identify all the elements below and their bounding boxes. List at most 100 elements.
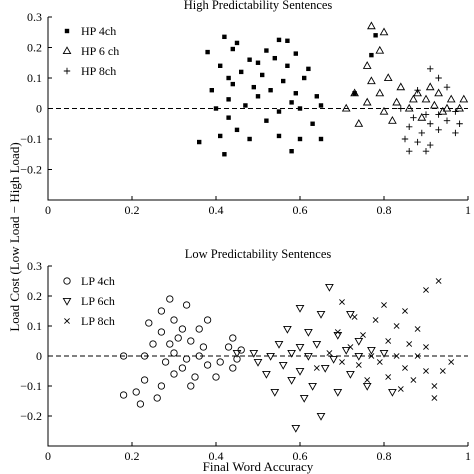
data-point — [318, 103, 324, 108]
data-point — [452, 108, 459, 115]
data-point — [218, 63, 223, 68]
panel-high-predictability: High Predictability Sentences −0.2 −0.1 0 0… — [20, 0, 471, 217]
data-point — [434, 88, 443, 97]
data-point — [262, 370, 271, 379]
data-point — [203, 361, 212, 369]
data-point — [272, 55, 277, 61]
data-point — [226, 75, 231, 81]
data-point — [404, 103, 414, 112]
data-point — [297, 136, 303, 142]
data-point — [224, 343, 233, 351]
data-point — [287, 376, 296, 385]
data-point — [435, 74, 442, 82]
data-point — [153, 394, 161, 402]
x-tick-label: 0.2 — [125, 449, 140, 463]
data-point — [352, 91, 357, 96]
data-point — [249, 349, 259, 358]
data-point — [295, 343, 305, 352]
data-point — [406, 341, 413, 347]
data-point — [423, 287, 429, 293]
data-point — [229, 364, 237, 372]
data-point — [351, 314, 358, 320]
data-point — [278, 361, 288, 370]
data-point — [132, 388, 140, 396]
data-point — [276, 109, 282, 114]
y-tick-label: 0 — [36, 349, 42, 363]
data-point — [230, 81, 235, 87]
y-tick-label: −0.1 — [20, 379, 42, 393]
data-point — [402, 308, 408, 314]
data-point — [354, 352, 364, 361]
data-point — [406, 148, 413, 155]
data-point — [230, 46, 235, 52]
data-point — [443, 117, 451, 124]
data-point — [431, 383, 438, 389]
data-point — [157, 382, 166, 390]
data-point — [448, 359, 455, 365]
data-point — [195, 352, 203, 360]
data-point — [213, 106, 219, 111]
data-point — [191, 373, 199, 381]
y-tick-label: 0 — [36, 102, 42, 116]
legend: LP 4ch LP 6ch LP 8ch — [57, 270, 137, 334]
legend-marker — [62, 297, 72, 306]
data-point — [293, 51, 298, 56]
data-point — [287, 349, 296, 358]
data-point — [410, 377, 417, 383]
data-point — [362, 382, 372, 391]
data-point — [379, 106, 389, 115]
data-point — [308, 382, 317, 391]
x-tick-label: 0.8 — [377, 203, 392, 217]
data-point — [182, 355, 191, 363]
data-point — [229, 334, 237, 342]
data-point — [226, 115, 231, 120]
panel-title: Low Predictability Sentences — [185, 247, 332, 261]
data-point — [381, 302, 387, 308]
x-tick-label: 0.6 — [293, 203, 308, 217]
y-tick-label: 0.1 — [27, 319, 42, 333]
data-point — [195, 325, 203, 333]
data-point — [276, 133, 282, 139]
x-tick-label: 0.4 — [209, 203, 224, 217]
data-point — [243, 103, 248, 108]
data-point — [304, 328, 313, 337]
data-point — [360, 332, 366, 338]
data-point — [270, 388, 280, 397]
data-point — [203, 316, 212, 324]
data-point — [295, 367, 305, 376]
data-point — [260, 72, 265, 78]
x-tick-label: 1 — [465, 449, 471, 463]
data-point — [438, 106, 448, 115]
data-point — [302, 75, 307, 81]
legend: HP 4ch HP 6 ch HP 8ch — [57, 20, 137, 84]
data-point — [427, 120, 434, 127]
data-point — [306, 66, 311, 72]
data-point — [299, 394, 309, 403]
data-point — [119, 391, 128, 399]
data-point — [251, 84, 256, 90]
data-point — [354, 119, 364, 127]
data-point — [346, 310, 355, 319]
data-point — [397, 386, 404, 392]
data-point — [341, 346, 351, 355]
data-point — [266, 352, 275, 361]
data-point — [264, 118, 269, 123]
data-point — [316, 412, 326, 421]
data-point — [313, 365, 320, 371]
y-axis-label: Load Cost (Low Load − High Load) — [7, 142, 22, 331]
data-point — [350, 88, 359, 97]
data-point — [285, 63, 290, 68]
data-point — [285, 38, 290, 43]
data-point — [253, 358, 263, 367]
data-point — [205, 49, 210, 55]
x-tick-label: 1 — [465, 203, 471, 217]
data-point — [379, 349, 389, 358]
data-point — [170, 316, 178, 324]
data-point — [393, 353, 400, 359]
data-point — [187, 337, 195, 345]
data-point — [136, 400, 145, 408]
data-point — [170, 370, 178, 378]
data-point — [255, 94, 261, 99]
legend-marker — [63, 67, 71, 75]
data-point — [166, 295, 174, 303]
